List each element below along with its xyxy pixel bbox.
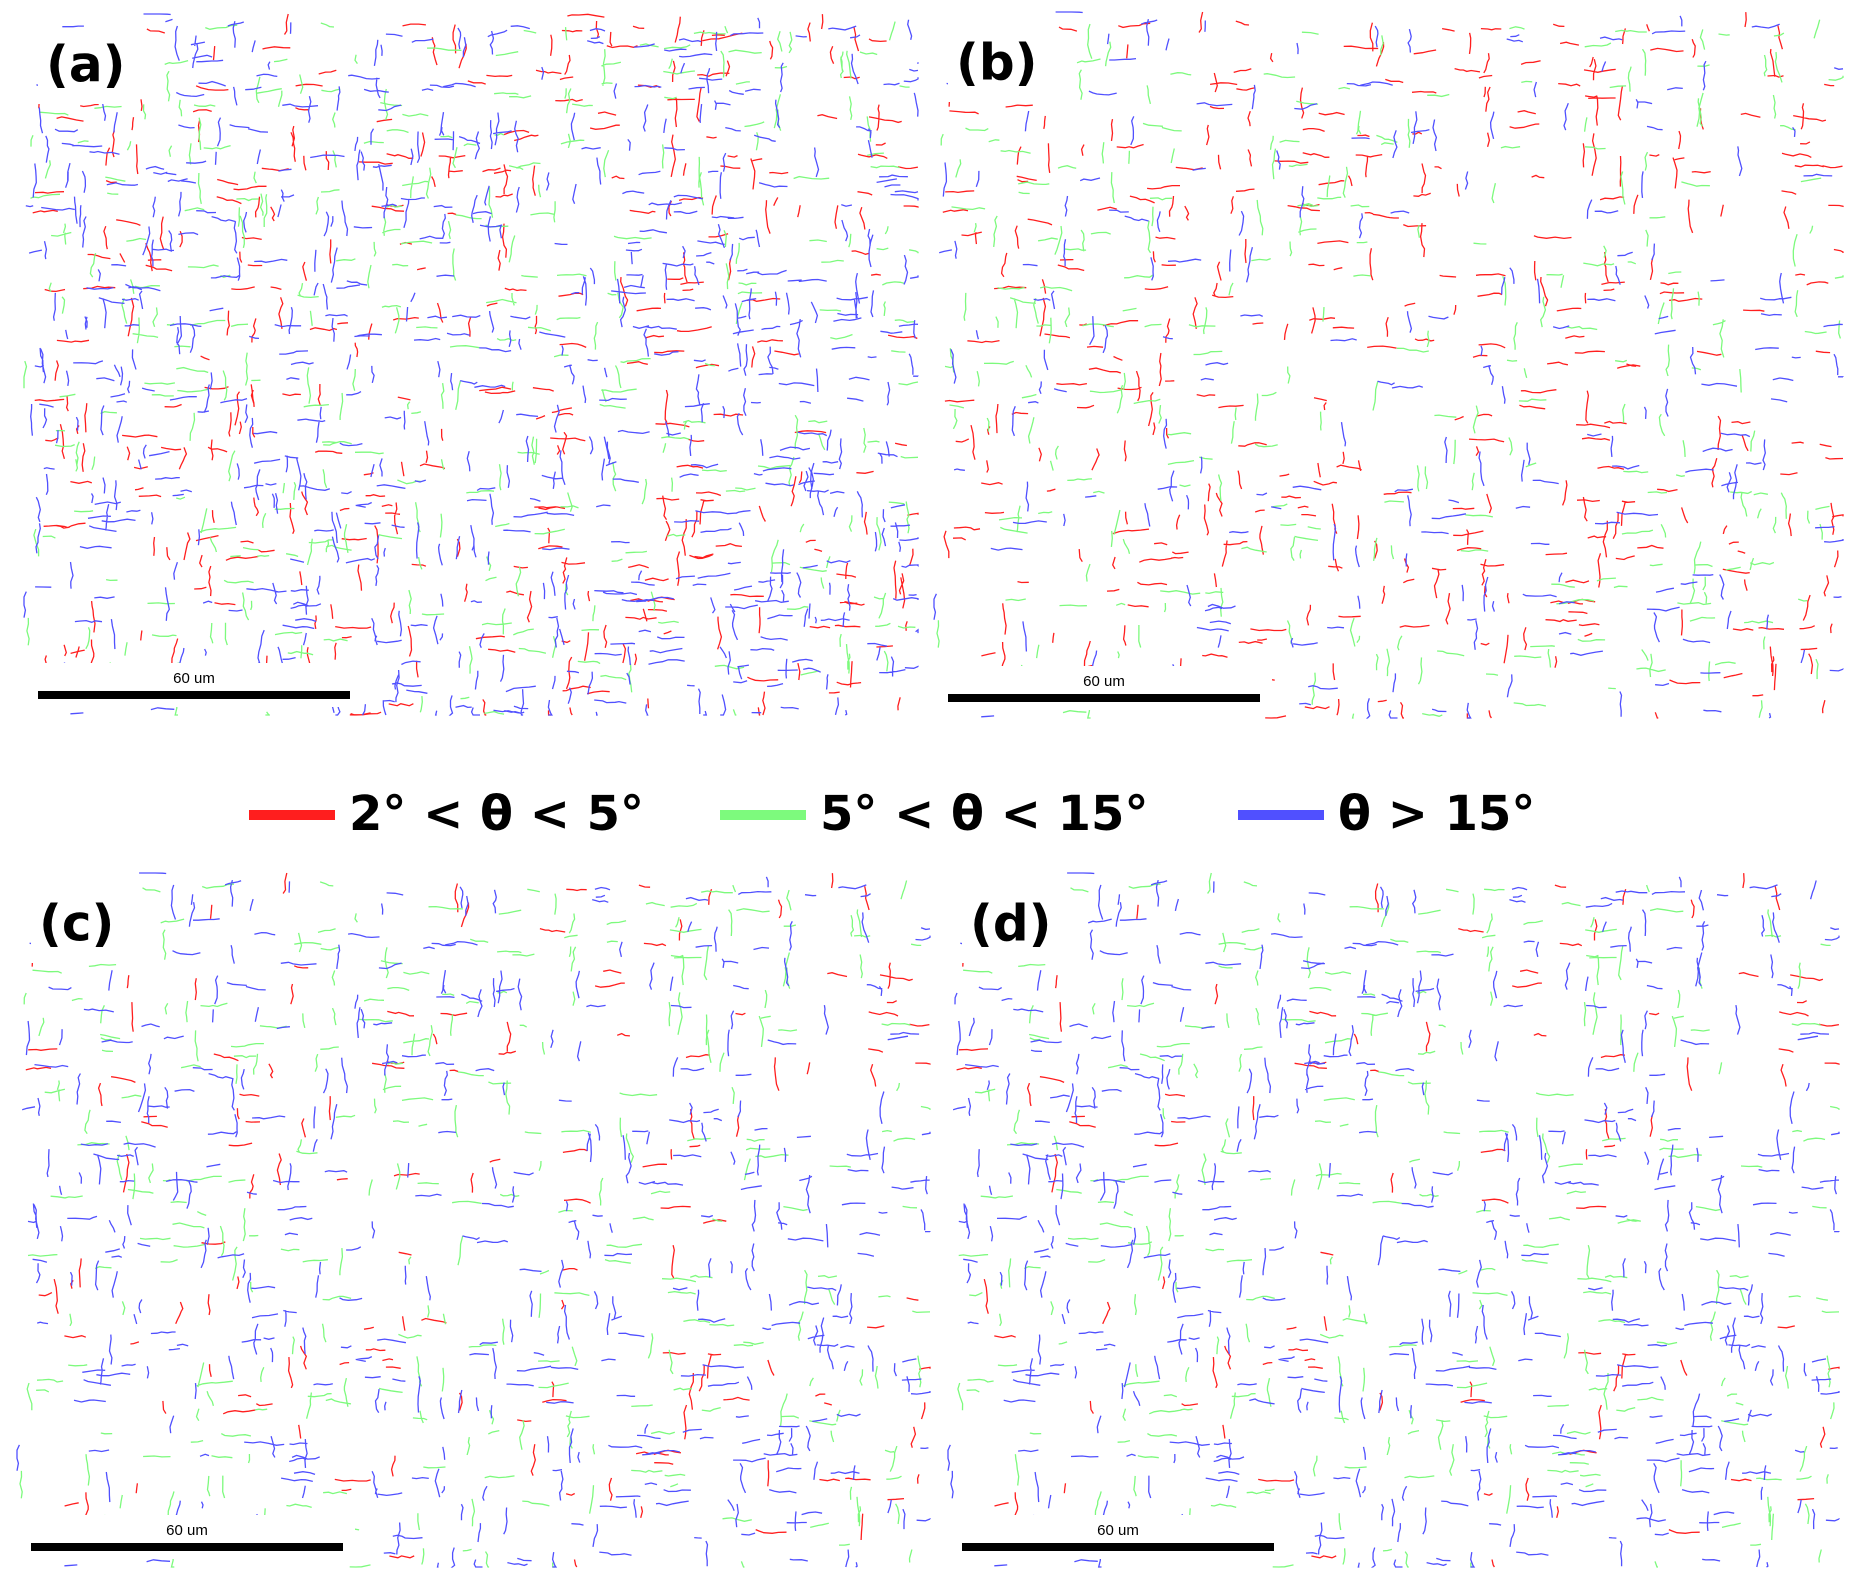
ebsd-map: (d) 60 um [947,872,1840,1568]
scale-bar-label: 60 um [166,1522,208,1539]
boundary-lines [19,880,931,1568]
boundary-lines [933,11,1844,719]
scale-bar [948,694,1260,702]
scale-bar-label: 60 um [1097,1522,1139,1539]
scale-bar-label: 60 um [1083,673,1125,690]
panel-label: (a) [46,36,125,94]
panel-label: (d) [970,895,1052,953]
boundary-lines [23,13,919,716]
boundary-lines [25,872,931,1568]
scale-bar-label: 60 um [173,670,215,687]
ebsd-map: (c) 60 um [16,872,931,1568]
legend-swatch [720,810,806,820]
boundary-lines [16,872,931,1568]
scale-bar-box [25,1515,355,1559]
label-box [962,887,1062,963]
boundary-lines [23,21,919,716]
boundary-lines [957,872,1840,1568]
scale-bar-box [32,663,362,707]
ebsd-map: (b) 60 um [933,11,1844,719]
scale-bar-box [956,1515,1286,1559]
label-box [31,887,131,963]
legend-label: 2° < θ < 5° [349,786,644,842]
legend-label: θ > 15° [1338,786,1535,842]
boundary-lines [956,873,1840,1568]
legend-swatch [249,810,335,820]
panel-label: (b) [956,34,1038,92]
boundary-lines [942,11,1844,719]
label-box [38,28,138,104]
scale-bar [38,691,350,699]
scale-bar [962,1543,1274,1551]
boundary-lines [936,19,1844,719]
boundary-lines [947,872,1840,1568]
legend-swatch [1238,810,1324,820]
scale-bar-box [942,666,1272,710]
scale-bar [31,1543,343,1551]
label-box [948,26,1048,102]
panel-label: (c) [39,895,114,953]
ebsd-map: (a) 60 um [23,13,919,716]
legend-label: 5° < θ < 15° [820,786,1148,842]
boundary-lines [32,13,919,716]
